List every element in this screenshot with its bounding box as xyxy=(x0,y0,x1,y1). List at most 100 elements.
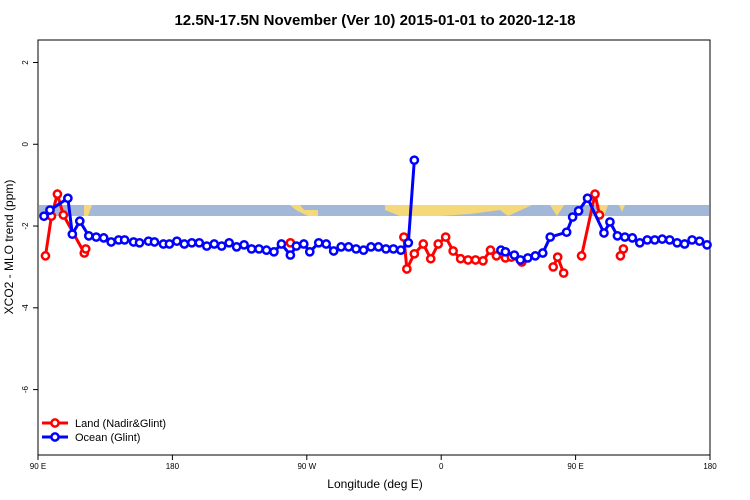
legend-label: Land (Nadir&Glint) xyxy=(75,418,166,430)
point xyxy=(254,244,264,254)
point xyxy=(478,255,488,266)
point xyxy=(172,236,182,247)
point xyxy=(358,245,369,256)
point xyxy=(343,242,354,252)
point xyxy=(440,232,451,242)
point xyxy=(590,189,600,199)
point xyxy=(276,239,287,249)
point xyxy=(201,241,212,251)
point xyxy=(194,237,205,248)
y-tick-label: -4 xyxy=(21,304,30,312)
land-patch xyxy=(550,205,564,216)
point xyxy=(67,229,78,240)
point xyxy=(63,193,73,204)
point xyxy=(52,189,63,199)
point xyxy=(381,244,391,254)
point xyxy=(605,217,615,227)
legend-marker xyxy=(50,418,60,428)
point xyxy=(409,248,420,259)
point xyxy=(216,241,227,251)
point xyxy=(642,235,653,245)
point xyxy=(269,246,279,257)
point xyxy=(45,205,55,215)
point xyxy=(620,232,630,242)
point xyxy=(164,239,175,249)
point xyxy=(530,251,541,261)
point xyxy=(522,253,533,263)
point xyxy=(74,216,85,226)
point xyxy=(548,262,559,272)
point xyxy=(58,210,69,220)
point xyxy=(402,264,412,274)
legend-box xyxy=(40,413,190,447)
point xyxy=(627,233,638,243)
point xyxy=(246,244,257,254)
point xyxy=(455,253,466,264)
point xyxy=(515,255,526,265)
point xyxy=(567,212,578,222)
point xyxy=(224,237,234,248)
point xyxy=(285,250,296,260)
point xyxy=(231,242,242,252)
point xyxy=(582,193,593,204)
point xyxy=(313,237,324,248)
point xyxy=(649,235,660,245)
point xyxy=(409,155,420,166)
point xyxy=(687,235,697,245)
point xyxy=(573,206,584,216)
point xyxy=(106,237,117,247)
point xyxy=(83,230,94,241)
x-axis-label: Longitude (deg E) xyxy=(327,477,422,491)
legend-marker xyxy=(50,432,60,442)
point xyxy=(291,241,302,251)
point xyxy=(418,239,429,249)
point xyxy=(470,255,481,265)
point xyxy=(403,237,414,248)
point xyxy=(634,237,645,248)
y-axis-label: XCO2 - MLO trend (ppm) xyxy=(2,180,16,315)
point xyxy=(664,235,675,245)
point xyxy=(261,245,272,256)
point xyxy=(657,234,668,244)
point xyxy=(561,227,572,238)
point xyxy=(694,236,705,247)
x-tick-label: 90 E xyxy=(567,462,583,471)
point xyxy=(366,242,376,252)
point xyxy=(576,251,587,261)
point xyxy=(186,237,197,248)
point xyxy=(39,211,49,222)
y-tick-label: -6 xyxy=(21,385,30,393)
land-mask-band xyxy=(39,205,709,216)
point xyxy=(239,239,249,250)
x-tick-label: 90 E xyxy=(30,462,46,471)
point xyxy=(91,232,102,242)
point xyxy=(485,245,496,256)
point xyxy=(672,237,682,248)
x-tick-label: 180 xyxy=(703,462,717,471)
point xyxy=(552,252,563,262)
y-tick-label: -2 xyxy=(21,222,30,230)
point xyxy=(679,239,690,249)
y-tick-label: 2 xyxy=(21,60,30,65)
point xyxy=(328,246,339,256)
point xyxy=(209,239,220,249)
point xyxy=(179,239,190,249)
chart-title: 12.5N-17.5N November (Ver 10) 2015-01-01… xyxy=(174,12,575,29)
ocean-band xyxy=(39,205,709,216)
point xyxy=(134,237,145,248)
point xyxy=(509,250,520,260)
point xyxy=(351,244,361,254)
point xyxy=(537,248,548,258)
point xyxy=(373,242,384,252)
point xyxy=(98,233,109,243)
point xyxy=(618,244,629,254)
point xyxy=(448,246,458,256)
land-patch xyxy=(385,205,532,216)
point xyxy=(558,268,569,278)
point xyxy=(545,232,556,242)
point xyxy=(425,253,436,264)
x-tick-label: 180 xyxy=(166,462,180,471)
point xyxy=(388,244,399,254)
x-tick-label: 0 xyxy=(439,462,444,471)
